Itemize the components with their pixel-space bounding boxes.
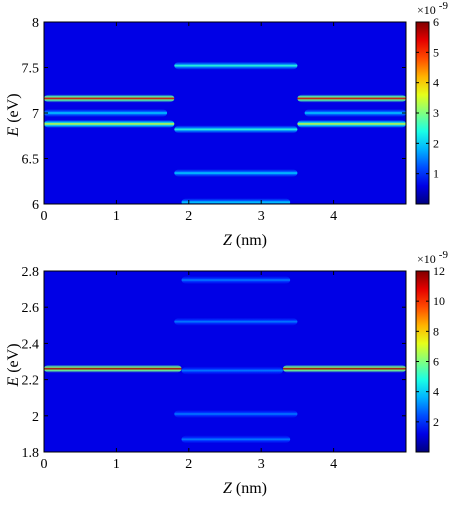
top-colorbar-tick-label: 4: [433, 76, 439, 90]
top-colorbar-multiplier: ×10 -9: [417, 0, 448, 17]
top-colorbar-tick-label: 6: [433, 15, 439, 29]
bottom-colorbar-tick-label: 2: [433, 415, 439, 429]
top-heatmap-band: [297, 119, 406, 128]
bottom-colorbar-tick-label: 6: [433, 355, 439, 369]
top-x-tick-label: 1: [113, 209, 120, 224]
top-colorbar-tick-label: 1: [433, 167, 439, 181]
top-heatmap-band: [44, 109, 168, 117]
bottom-x-tick-label: 4: [330, 457, 337, 472]
bottom-y-axis-var: E: [5, 377, 22, 388]
bottom-x-tick-label: 3: [258, 457, 265, 472]
bottom-y-tick-label: 2.2: [22, 374, 40, 389]
top-heatmap-band: [297, 94, 406, 103]
bottom-colorbar-tick-label: 8: [433, 324, 439, 338]
top-x-tick-label: 4: [330, 209, 337, 224]
bottom-heatmap-panel: 0 1 2 3 41.822.22.42.62.8 Z (nm) E (eV) 2468…: [5, 249, 448, 497]
bottom-heatmap-band: [174, 317, 298, 326]
bottom-y-tick-label: 2.4: [22, 337, 40, 352]
top-x-tick-label: 2: [185, 209, 192, 224]
bottom-colorbar-tick-label: 12: [433, 264, 445, 278]
top-x-axis-var: Z: [223, 232, 233, 249]
top-y-tick-label: 8: [32, 16, 39, 31]
top-colorbar-tick-label: 2: [433, 136, 439, 150]
bottom-y-axis-label: E (eV): [5, 343, 22, 387]
top-y-tick-label: 6: [32, 198, 39, 213]
bottom-y-tick-label: 2: [32, 410, 39, 425]
top-colorbar-tick-label: 5: [433, 45, 439, 59]
top-y-axis-var: E: [5, 127, 22, 138]
bottom-colorbar-tick-label: 4: [433, 385, 439, 399]
bottom-heatmap-band: [44, 364, 182, 373]
bottom-colorbar-multiplier-base: ×10: [417, 252, 436, 266]
top-heatmap-plot-area: [43, 21, 407, 205]
bottom-colorbar: 2 4 6 8 10 12: [415, 264, 445, 453]
top-colorbar-multiplier-exp: -9: [439, 0, 449, 12]
top-colorbar: 1 2 3 4 5 6: [415, 15, 439, 205]
top-heatmap-band: [304, 109, 406, 117]
bottom-colorbar-multiplier: ×10 -9: [417, 249, 448, 266]
top-heatmap-band: [44, 119, 175, 128]
bottom-x-axis-label: Z (nm): [223, 480, 267, 497]
bottom-heatmap-band: [282, 364, 406, 373]
bottom-heatmap-band: [181, 276, 291, 285]
bottom-x-tick-label: 2: [185, 457, 192, 472]
top-heatmap-band: [181, 198, 291, 204]
top-colorbar-tick-label: 3: [433, 106, 439, 120]
bottom-y-axis-unit: (eV): [5, 343, 22, 372]
top-y-axis-unit: (eV): [5, 93, 22, 122]
bottom-y-tick-label: 1.8: [22, 446, 40, 461]
top-x-tick-label: 0: [41, 209, 48, 224]
top-y-axis-label: E (eV): [5, 93, 22, 137]
top-x-tick-label: 3: [258, 209, 265, 224]
top-y-tick-label: 6.5: [22, 153, 40, 168]
bottom-x-tick-label: 0: [41, 457, 48, 472]
bottom-colorbar-multiplier-exp: -9: [439, 249, 449, 261]
bottom-heatmap-band: [181, 435, 291, 444]
top-y-tick-label: 7: [32, 107, 39, 122]
top-x-axis-label: Z (nm): [223, 232, 267, 249]
top-heatmap-band: [174, 61, 298, 70]
top-x-axis-unit: (nm): [236, 232, 267, 249]
bottom-y-tick-label: 2.8: [22, 265, 40, 280]
bottom-x-axis-var: Z: [223, 480, 233, 497]
top-y-tick-label: 7.5: [22, 62, 40, 77]
bottom-heatmap-background: [44, 271, 406, 452]
top-heatmap-band: [174, 125, 298, 134]
bottom-x-axis-unit: (nm): [236, 480, 267, 497]
bottom-heatmap-plot-area: [43, 270, 407, 453]
bottom-plot-frame: [43, 270, 407, 453]
bottom-heatmap-band: [181, 366, 283, 375]
bottom-y-tick-label: 2.6: [22, 301, 40, 316]
top-heatmap-panel: 0 1 2 3 4 6 6.5 7 7.5 8 Z (nm) E (eV) 1 2 3 4 5 6 ×10 …: [5, 0, 448, 249]
bottom-heatmap-ticks: 0 1 2 3 4 1.8 2 2.2 2.4 2.6 2.8: [22, 265, 406, 472]
top-colorbar-multiplier-base: ×10: [417, 3, 436, 17]
top-heatmap-band: [44, 94, 175, 103]
bottom-x-tick-label: 1: [113, 457, 120, 472]
top-heatmap-ticks: 0 1 2 3 4 6 6.5 7 7.5 8: [22, 16, 406, 224]
bottom-colorbar-tick-label: 10: [433, 294, 445, 308]
top-heatmap-band: [174, 169, 298, 178]
bottom-heatmap-band: [174, 409, 298, 418]
